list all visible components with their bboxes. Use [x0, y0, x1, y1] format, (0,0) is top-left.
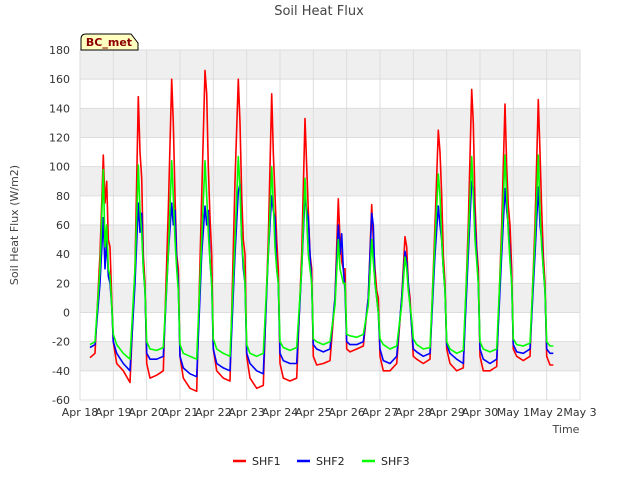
x-tick-label: Apr 21 — [162, 406, 199, 419]
y-tick-label: 140 — [49, 102, 70, 115]
y-tick-label: 20 — [56, 277, 70, 290]
legend-item-shf2: SHF2 — [297, 455, 345, 468]
x-tick-label: Apr 20 — [128, 406, 165, 419]
x-tick-label: Apr 27 — [362, 406, 399, 419]
y-axis-label: Soil Heat Flux (W/m2) — [8, 165, 21, 285]
x-tick-label: Apr 30 — [462, 406, 499, 419]
x-tick-label: Apr 23 — [228, 406, 265, 419]
legend-label: SHF2 — [316, 455, 345, 468]
x-tick-label: Apr 26 — [328, 406, 365, 419]
legend-label: SHF3 — [381, 455, 410, 468]
x-tick-label: Apr 18 — [62, 406, 99, 419]
legend-item-shf3: SHF3 — [362, 455, 410, 468]
band — [80, 166, 580, 196]
legend-item-shf1: SHF1 — [233, 455, 281, 468]
x-tick-label: Apr 19 — [95, 406, 132, 419]
legend: SHF1 SHF2 SHF3 — [233, 455, 410, 468]
y-tick-label: -20 — [52, 336, 70, 349]
y-tick-label: 120 — [49, 132, 70, 145]
series-line-shf3 — [89, 154, 554, 361]
band — [80, 50, 580, 80]
x-tick-label: Apr 29 — [428, 406, 465, 419]
legend-label: SHF1 — [252, 455, 281, 468]
station-badge: BC_met — [80, 33, 139, 51]
x-tick-label: Apr 25 — [295, 406, 332, 419]
x-tick-label: May 3 — [563, 406, 596, 419]
x-tick-label: Apr 22 — [195, 406, 232, 419]
x-tick-label: May 2 — [530, 406, 563, 419]
band — [80, 283, 580, 313]
x-axis-label: Time — [552, 423, 580, 436]
x-tick-label: Apr 28 — [395, 406, 432, 419]
y-tick-label: 160 — [49, 73, 70, 86]
x-tick-label: Apr 24 — [262, 406, 299, 419]
badge-box — [80, 33, 139, 51]
series-lines — [89, 69, 554, 393]
y-tick-label: -60 — [52, 394, 70, 407]
y-tick-label: -40 — [52, 365, 70, 378]
y-tick-label: 100 — [49, 161, 70, 174]
y-axis-ticks: -60 -40 -20 0 20 40 60 80 100 120 140 160 180 — [49, 44, 70, 407]
y-tick-label: 0 — [63, 307, 70, 320]
y-tick-label: 80 — [56, 190, 70, 203]
x-tick-label: May 1 — [497, 406, 530, 419]
y-tick-label: 60 — [56, 219, 70, 232]
band — [80, 225, 580, 255]
badge-label: BC_met — [86, 36, 132, 49]
chart-title: Soil Heat Flux — [274, 4, 364, 19]
band — [80, 108, 580, 138]
y-tick-label: 40 — [56, 248, 70, 261]
y-tick-label: 180 — [49, 44, 70, 57]
